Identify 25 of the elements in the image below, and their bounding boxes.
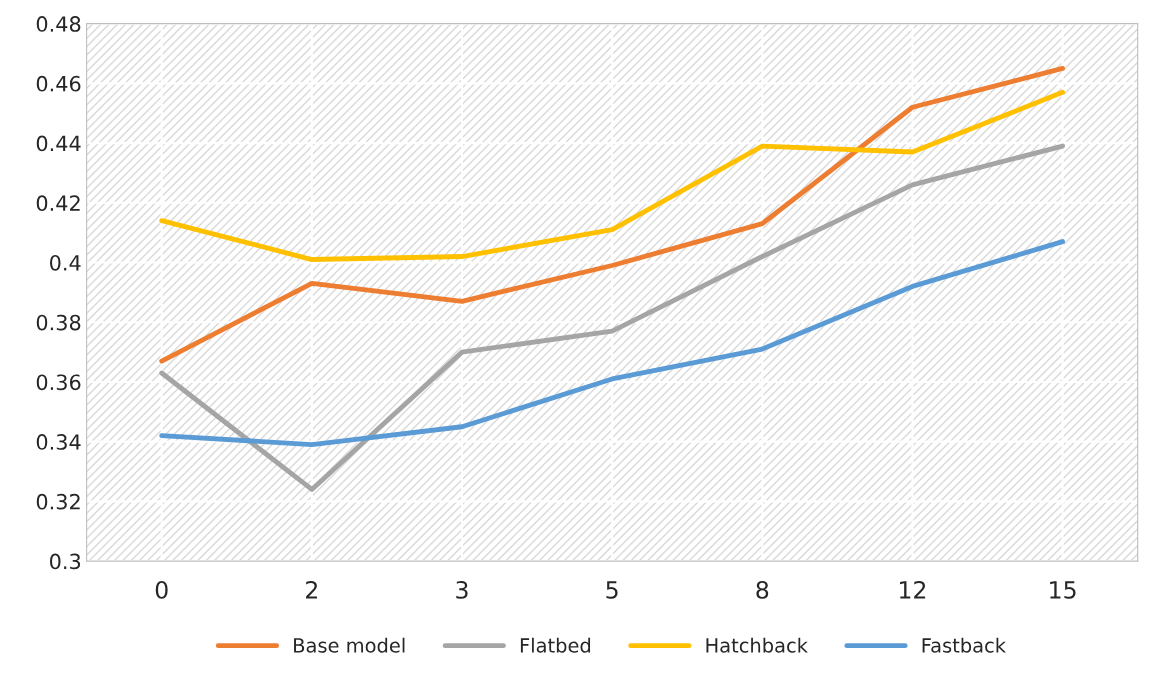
y-tick-label: 0.46 bbox=[36, 75, 81, 92]
line-series bbox=[159, 89, 1066, 262]
x-tick-label: 3 bbox=[456, 580, 468, 599]
x-tick-label: 2 bbox=[306, 580, 317, 599]
x-tick-label: 12 bbox=[900, 580, 926, 599]
legend-label: Fastback bbox=[922, 637, 1006, 653]
legend-label: Base model bbox=[294, 637, 405, 653]
legend-label: Flatbed bbox=[520, 637, 591, 653]
y-tick-label: 0.32 bbox=[36, 493, 80, 510]
y-tick-label: 0.48 bbox=[36, 16, 81, 32]
line-series bbox=[159, 239, 1066, 448]
legend-label: Hatchback bbox=[706, 637, 808, 653]
x-tick-label: 15 bbox=[1050, 581, 1076, 599]
x-tick-label: 0 bbox=[155, 580, 168, 599]
y-tick-label: 0.3 bbox=[50, 553, 81, 570]
line-series bbox=[159, 66, 1066, 364]
y-tick-label: 0.36 bbox=[36, 374, 81, 391]
x-tick-label: 5 bbox=[606, 581, 618, 599]
y-tick-label: 0.4 bbox=[50, 254, 81, 271]
y-tick-label: 0.44 bbox=[36, 135, 81, 152]
y-tick-label: 0.34 bbox=[36, 434, 81, 450]
y-tick-label: 0.38 bbox=[36, 314, 81, 331]
y-tick-label: 0.42 bbox=[36, 195, 80, 212]
x-tick-label: 8 bbox=[756, 580, 769, 599]
line-series bbox=[159, 143, 1066, 492]
